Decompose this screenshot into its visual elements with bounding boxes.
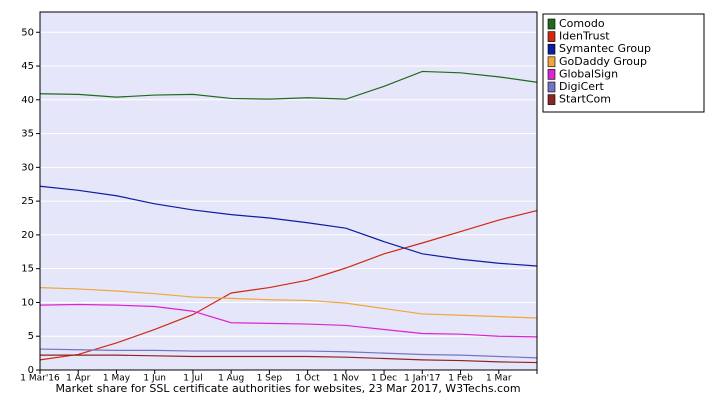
x-tick-label: 1 Aug <box>218 374 244 384</box>
legend-swatch <box>547 43 556 55</box>
legend-label: StartCom <box>559 93 611 106</box>
y-tick-label: 10 <box>21 297 34 308</box>
x-tick-label: 1 Oct <box>296 374 321 384</box>
x-tick-label: 1 Dec <box>371 374 397 384</box>
legend-swatch <box>547 56 556 68</box>
x-tick-label: 1 Jun <box>143 374 166 384</box>
series-line <box>39 286 538 319</box>
legend-swatch <box>547 94 556 105</box>
legend-swatch <box>547 18 556 30</box>
legend-swatch <box>547 69 556 80</box>
legend-label: Symantec Group <box>559 42 651 55</box>
x-tick-label: 1 Jul <box>183 374 202 384</box>
series-line <box>39 185 538 267</box>
legend-swatch <box>547 31 556 42</box>
x-tick-label: 1 Mar'16 <box>20 374 60 384</box>
x-tick-label: 1 Feb <box>448 374 473 384</box>
series-line <box>40 354 538 364</box>
x-tick-label: 1 Jan'17 <box>404 374 440 384</box>
y-tick-label: 0 <box>28 365 34 376</box>
legend-label: GoDaddy Group <box>559 55 647 68</box>
x-tick-label: 1 Nov <box>333 374 360 384</box>
legend-swatch <box>547 81 556 93</box>
legend-label: DigiCert <box>559 80 605 93</box>
y-tick-label: 50 <box>21 27 34 38</box>
x-tick-label: 1 Sep <box>257 374 283 384</box>
legend-label: Comodo <box>559 17 605 30</box>
caption: Market share for SSL certificate authori… <box>55 382 520 395</box>
series-line <box>39 210 538 361</box>
plot-area <box>39 11 538 371</box>
series-line <box>39 348 538 359</box>
legend-label: GlobalSign <box>559 67 618 80</box>
y-tick-label: 35 <box>21 129 34 140</box>
y-tick-label: 45 <box>21 61 34 72</box>
series-line <box>39 70 538 100</box>
legend-label: IdenTrust <box>559 30 610 43</box>
x-tick-label: 1 Mar <box>486 374 512 384</box>
series-line <box>39 303 538 338</box>
plot-area <box>39 11 538 371</box>
y-tick-label: 15 <box>21 264 34 275</box>
y-tick-label: 25 <box>21 196 34 207</box>
x-tick-label: 1 May <box>103 374 131 384</box>
y-tick-label: 30 <box>21 162 34 173</box>
y-tick-label: 20 <box>21 230 34 241</box>
y-tick-label: 5 <box>28 331 34 342</box>
legend-box <box>542 13 705 113</box>
x-tick-label: 1 Apr <box>66 374 90 384</box>
y-tick-label: 40 <box>21 95 34 106</box>
